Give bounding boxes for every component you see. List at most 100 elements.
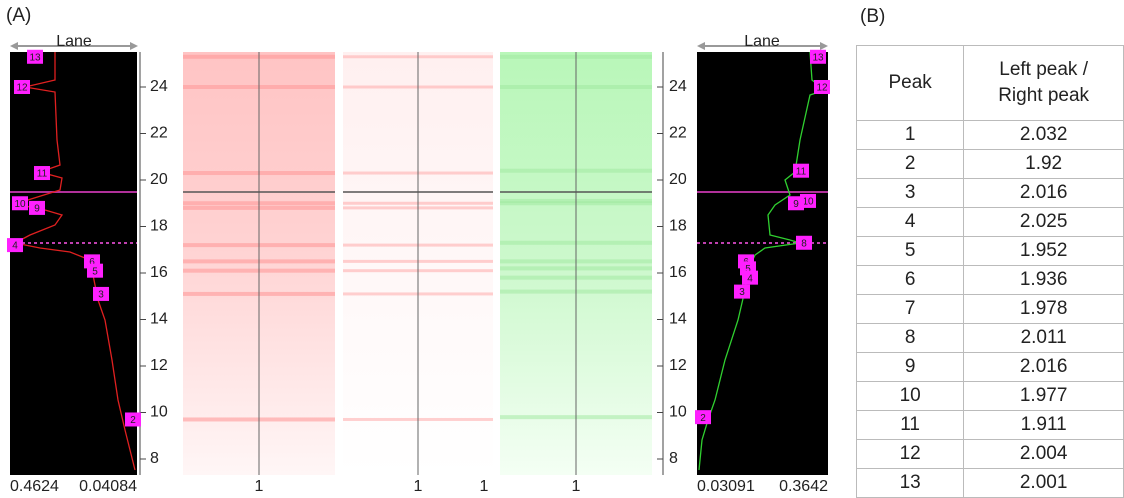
y-tick-label: 8 [669, 450, 678, 467]
peak-label: 9 [34, 204, 40, 215]
table-row: 111.911 [857, 411, 1124, 440]
peak-label: 12 [16, 83, 28, 94]
peak-label: 9 [793, 199, 799, 210]
peak-label: 13 [29, 52, 41, 63]
peak-cell: 2 [857, 150, 964, 179]
ratio-cell: 2.032 [964, 121, 1124, 150]
peak-label: 5 [92, 266, 98, 277]
x-label: 0.4624 [10, 478, 59, 495]
ratio-cell: 1.978 [964, 295, 1124, 324]
header-text: Peak [888, 70, 931, 96]
header-cell: Peak [857, 46, 964, 121]
y-tick-label: 24 [150, 78, 168, 95]
peak-cell: 6 [857, 266, 964, 295]
y-tick-label: 20 [669, 171, 687, 188]
ratio-cell: 2.025 [964, 208, 1124, 237]
gel-label: 1 [255, 478, 264, 495]
peak-label: 13 [812, 52, 824, 63]
y-tick-label: 20 [150, 171, 168, 188]
peak-cell: 9 [857, 353, 964, 382]
peak-label: 11 [37, 169, 48, 180]
peak-cell: 7 [857, 295, 964, 324]
gel-label: 1 [572, 478, 581, 495]
peak-cell: 1 [857, 121, 964, 150]
ratio-cell: 2.001 [964, 469, 1124, 498]
peak-cell: 12 [857, 440, 964, 469]
lane-title: Lane [744, 33, 780, 50]
y-tick-label: 22 [150, 125, 168, 142]
ratio-cell: 1.952 [964, 237, 1124, 266]
peak-cell: 8 [857, 324, 964, 353]
y-tick-label: 24 [669, 78, 687, 95]
table-row: 82.011 [857, 324, 1124, 353]
peak-label: 3 [98, 290, 104, 301]
ratio-cell: 1.936 [964, 266, 1124, 295]
ratio-cell: 2.011 [964, 324, 1124, 353]
arrow-head [697, 42, 705, 50]
peak-label: 4 [12, 241, 18, 252]
y-tick-label: 12 [669, 357, 687, 374]
y-tick-label: 14 [669, 311, 687, 328]
figure: (A) Lane Lane 0.4624 0.04084 0.03091 0.3… [0, 0, 1124, 497]
ratio-cell: 2.016 [964, 179, 1124, 208]
peak-label: 10 [14, 199, 26, 210]
gel-label: 1 [414, 478, 423, 495]
y-tick-label: 18 [150, 218, 168, 235]
peak-cell: 5 [857, 237, 964, 266]
gel-label: 1 [480, 478, 489, 495]
lane-title: Lane [56, 33, 92, 50]
x-label: 0.04084 [79, 478, 137, 495]
arrow-head [820, 42, 828, 50]
peak-label: 11 [796, 166, 807, 177]
panel-label: (A) [6, 5, 31, 26]
panel-label: (B) [860, 6, 885, 28]
peak-label: 2 [700, 413, 706, 424]
peak-cell: 11 [857, 411, 964, 440]
y-tick-label: 18 [669, 218, 687, 235]
y-tick-label: 10 [150, 404, 168, 421]
arrow-head [10, 42, 18, 50]
x-label: 0.3642 [779, 478, 828, 495]
ratio-cell: 1.911 [964, 411, 1124, 440]
left-profile-box [10, 52, 137, 475]
y-tick-label: 14 [150, 311, 168, 328]
right-profile-box [697, 52, 828, 475]
peak-label: 4 [747, 273, 753, 284]
peak-label: 3 [739, 287, 745, 298]
peak-cell: 3 [857, 179, 964, 208]
y-tick-label: 8 [150, 450, 159, 467]
header-cell: Left peak / Right peak [964, 46, 1124, 121]
peak-cell: 4 [857, 208, 964, 237]
peak-label: 2 [130, 415, 136, 426]
peak-label: 12 [816, 83, 828, 94]
peak-label: 8 [801, 238, 807, 249]
ratio-cell: 1.977 [964, 382, 1124, 411]
header-text: Left peak / Right peak [989, 57, 1099, 109]
peak-cell: 13 [857, 469, 964, 498]
x-label: 0.03091 [697, 478, 755, 495]
peak-cell: 10 [857, 382, 964, 411]
panel-a: (A) Lane Lane 0.4624 0.04084 0.03091 0.3… [0, 0, 850, 497]
peak-label: 10 [802, 197, 814, 208]
y-tick-label: 10 [669, 404, 687, 421]
ratio-cell: 1.92 [964, 150, 1124, 179]
y-tick-label: 16 [150, 264, 168, 281]
y-tick-label: 16 [669, 264, 687, 281]
y-tick-label: 12 [150, 357, 168, 374]
table-row: 61.936 [857, 266, 1124, 295]
ratio-cell: 2.004 [964, 440, 1124, 469]
arrow-head [130, 42, 138, 50]
ratio-cell: 2.016 [964, 353, 1124, 382]
y-tick-label: 22 [669, 125, 687, 142]
